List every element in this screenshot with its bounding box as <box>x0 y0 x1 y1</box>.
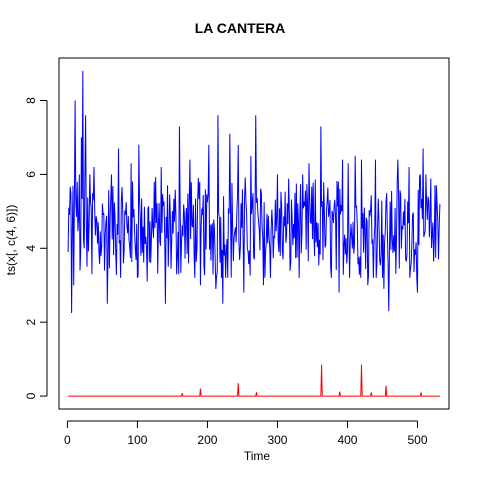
plot-frame <box>58 57 450 410</box>
y-tick-label: 6 <box>24 171 38 178</box>
x-tick-label: 100 <box>127 433 147 447</box>
x-tick-label: 0 <box>64 433 71 447</box>
x-tick-label: 200 <box>197 433 217 447</box>
y-tick-label: 8 <box>24 97 38 104</box>
x-tick-label: 300 <box>267 433 287 447</box>
y-axis-label: ts(x[, c(4, 6)]) <box>4 204 18 276</box>
series-line-red <box>68 364 440 397</box>
y-tick-label: 2 <box>24 319 38 326</box>
y-tick-label: 0 <box>24 392 38 399</box>
x-tick-label: 400 <box>337 433 357 447</box>
x-axis-label: Time <box>243 449 271 463</box>
x-tick-label: 500 <box>407 433 427 447</box>
y-tick-label: 4 <box>24 245 38 252</box>
series-line-blue <box>67 70 441 313</box>
chart-title: LA CANTERA <box>194 20 286 36</box>
